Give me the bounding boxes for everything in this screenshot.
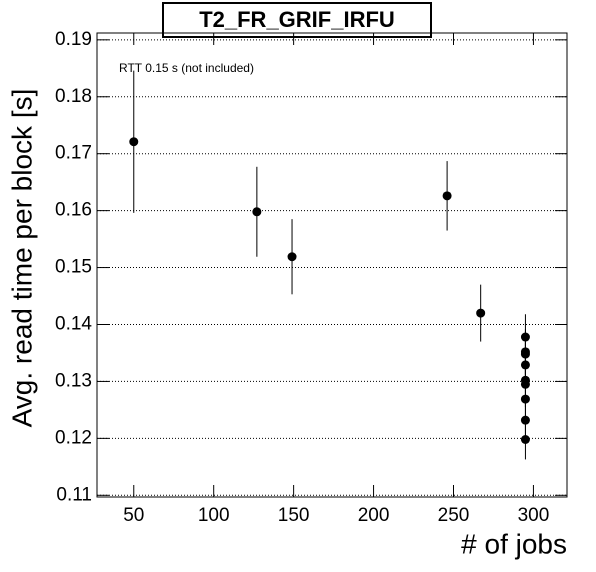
x-tick-label: 100 xyxy=(198,505,230,526)
y-tick-label: 0.15 xyxy=(55,257,92,278)
x-tick-label: 300 xyxy=(518,505,550,526)
data-point xyxy=(287,252,297,262)
annotation: RTT 0.15 s (not included) xyxy=(119,61,254,75)
title-box xyxy=(162,2,432,38)
x-tick-label: 50 xyxy=(123,505,144,526)
chart-title: T2_FR_GRIF_IRFU xyxy=(199,7,395,32)
x-tick-label: 150 xyxy=(278,505,310,526)
data-point xyxy=(520,434,530,444)
data-point xyxy=(129,137,139,147)
plot-frame xyxy=(96,32,568,498)
y-tick-label: 0.12 xyxy=(55,427,92,448)
x-tick-label: 250 xyxy=(438,505,470,526)
y-tick-label: 0.13 xyxy=(55,370,92,391)
x-tick-label: 200 xyxy=(358,505,390,526)
data-point xyxy=(442,191,452,201)
data-point xyxy=(476,308,486,318)
y-axis-label: Avg. read time per block [s] xyxy=(6,89,37,428)
y-tick-label: 0.18 xyxy=(55,86,92,107)
x-axis-label: # of jobs xyxy=(461,528,567,559)
y-tick-label: 0.16 xyxy=(55,200,92,221)
y-tick-label: 0.17 xyxy=(55,143,92,164)
data-point xyxy=(252,207,262,217)
y-tick-label: 0.14 xyxy=(55,314,92,335)
y-tick-label: 0.19 xyxy=(55,29,92,50)
y-tick-label: 0.11 xyxy=(56,484,92,505)
